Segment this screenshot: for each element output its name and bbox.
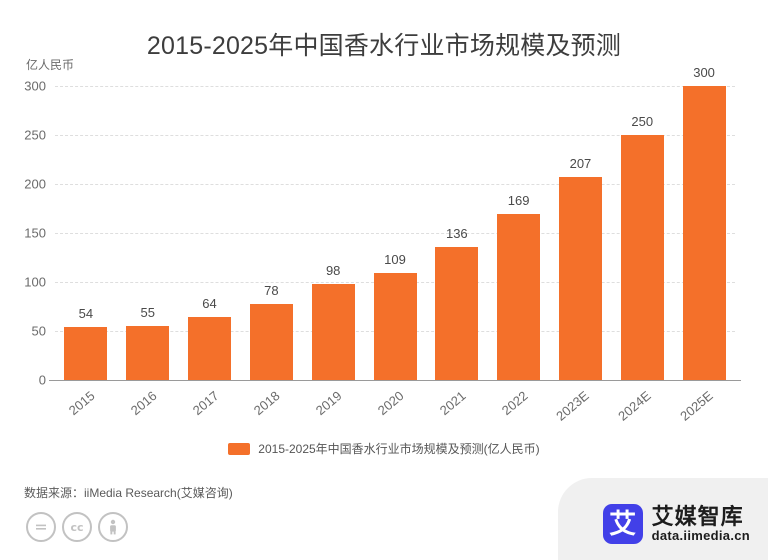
page-title: 2015-2025年中国香水行业市场规模及预测 <box>146 32 622 60</box>
bar-value-label: 109 <box>384 252 406 268</box>
bar-value-label: 98 <box>325 262 341 278</box>
x-axis-tick-label: 2025E <box>677 388 716 424</box>
bar[interactable]: 98 <box>311 263 355 380</box>
brand-badge-glyph: 艾 <box>609 508 637 540</box>
bar-value-label: 169 <box>507 193 530 209</box>
bar-value-label: 64 <box>202 296 217 312</box>
x-axis-tick-label: 2022 <box>498 388 531 419</box>
brand-logo: 艾 艾媒智库 data.iimedia.cn <box>602 504 750 544</box>
brand-name: 艾媒智库 <box>651 503 744 529</box>
bar-value-label: 54 <box>78 306 94 322</box>
no-derivatives-icon <box>26 512 56 542</box>
bar[interactable]: 78 <box>249 283 293 380</box>
x-axis-tick-label: 2020 <box>374 388 407 419</box>
gridline <box>55 86 735 87</box>
y-axis-tick-label: 200 <box>24 176 46 192</box>
x-axis-tick-label: 2016 <box>127 388 160 419</box>
creative-commons-icon: cc <box>62 512 92 542</box>
brand-url: data.iimedia.cn <box>651 527 750 543</box>
bar[interactable]: 54 <box>64 306 108 380</box>
bar[interactable]: 109 <box>373 252 417 380</box>
x-axis-tick-label: 2019 <box>313 388 345 419</box>
plot-area: 0 50 100 150 200 250 300 54 55 64 78 98 109 136 169 20… <box>24 65 741 424</box>
bar[interactable]: 250 <box>620 114 664 380</box>
y-axis-tick-label: 100 <box>24 274 46 290</box>
bar[interactable]: 300 <box>682 65 726 380</box>
svg-text:cc: cc <box>70 521 83 534</box>
bar[interactable]: 55 <box>126 305 170 380</box>
y-axis-unit-label: 亿人民币 <box>26 58 75 72</box>
bar-value-label: 78 <box>264 282 279 298</box>
y-axis-tick-label: 50 <box>31 323 46 339</box>
x-axis-baseline <box>49 380 741 381</box>
source-note: 数据来源：iiMedia Research(艾媒咨询) <box>24 486 233 500</box>
license-icons: cc <box>26 512 128 542</box>
bar-value-label: 250 <box>631 114 654 129</box>
bar[interactable]: 207 <box>558 156 602 380</box>
bar-value-label: 207 <box>569 156 592 172</box>
brand-text: 艾媒智库 data.iimedia.cn <box>652 505 750 544</box>
attribution-person-icon <box>98 512 128 542</box>
y-axis-tick-label: 0 <box>38 372 46 388</box>
x-axis-tick-label: 2017 <box>189 388 222 419</box>
y-axis-tick-label: 300 <box>24 78 46 94</box>
y-axis-tick-label: 150 <box>24 225 46 241</box>
bar-value-label: 300 <box>693 65 715 80</box>
brand-badge-icon: 艾 <box>602 504 643 544</box>
bar-value-label: 136 <box>445 225 468 241</box>
x-axis-tick-label: 2018 <box>251 388 284 419</box>
x-axis-tick-label: 2015 <box>65 388 98 419</box>
bar[interactable]: 169 <box>497 193 541 380</box>
bar-value-label: 55 <box>140 305 155 321</box>
chart-legend[interactable]: 2015-2025年中国香水行业市场规模及预测(亿人民币) <box>0 440 768 457</box>
gridline <box>55 135 735 136</box>
y-axis-tick-label: 250 <box>24 127 46 143</box>
legend-color-swatch <box>228 442 251 455</box>
bar[interactable]: 136 <box>435 226 479 380</box>
x-axis-tick-label: 2024E <box>615 388 654 424</box>
legend-label: 2015-2025年中国香水行业市场规模及预测(亿人民币) <box>258 442 540 456</box>
bar[interactable]: 64 <box>188 296 232 380</box>
x-axis-tick-label: 2023E <box>553 388 593 424</box>
x-axis-tick-label: 2021 <box>436 388 469 419</box>
gridline <box>55 184 735 185</box>
gridline <box>55 233 735 234</box>
